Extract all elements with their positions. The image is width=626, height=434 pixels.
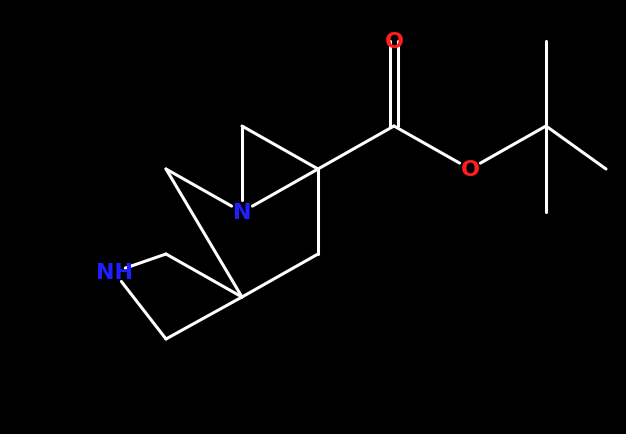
Text: NH: NH xyxy=(96,263,133,283)
Text: N: N xyxy=(233,203,251,223)
Text: O: O xyxy=(384,32,404,52)
Text: O: O xyxy=(461,160,480,180)
